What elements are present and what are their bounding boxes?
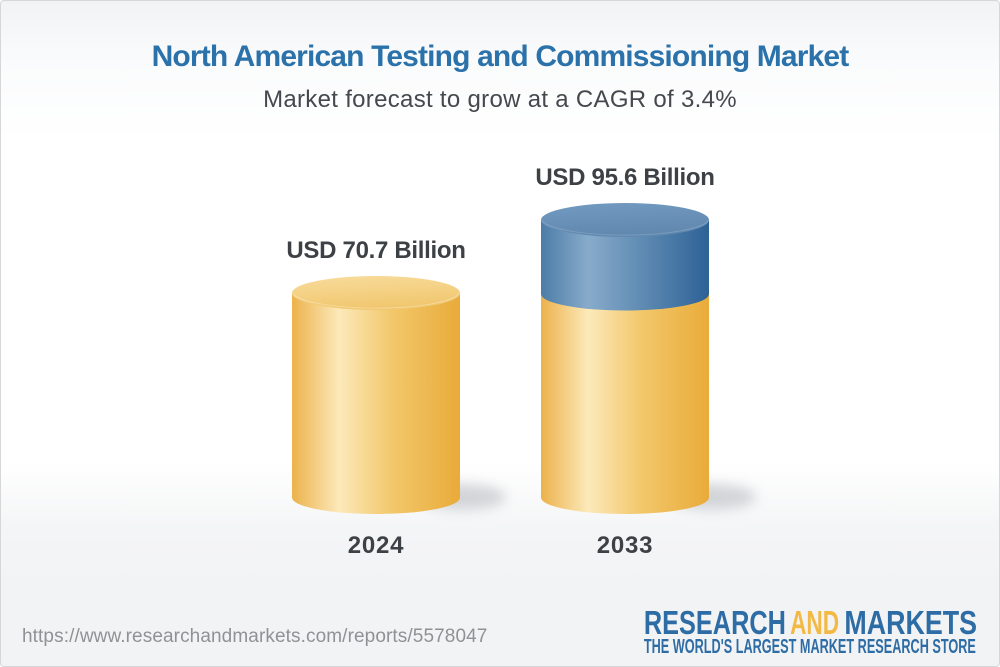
svg-text:THE WORLD'S LARGEST MARKET RES: THE WORLD'S LARGEST MARKET RESEARCH STOR… bbox=[644, 636, 976, 658]
svg-text:RESEARCH: RESEARCH bbox=[644, 604, 786, 641]
svg-text:MARKETS: MARKETS bbox=[844, 604, 977, 641]
svg-text:AND: AND bbox=[790, 604, 839, 641]
